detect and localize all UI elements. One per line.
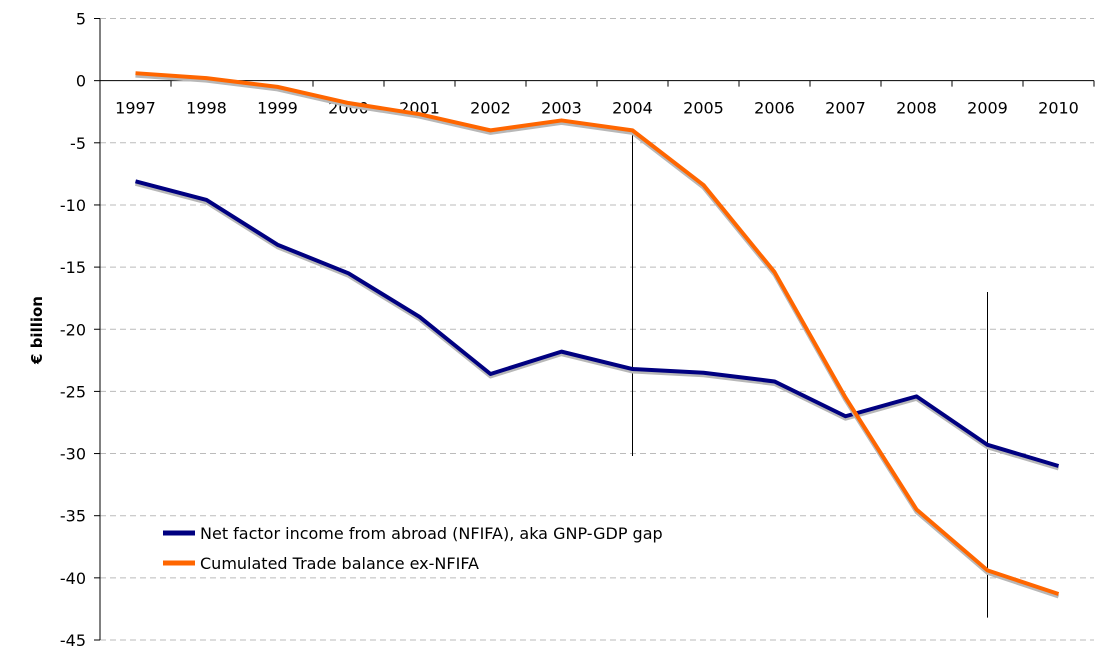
y-tick-label: -30 <box>60 445 86 464</box>
y-axis-label: € billion <box>28 296 46 365</box>
y-tick-label: 5 <box>76 10 86 29</box>
legend: Net factor income from abroad (NFIFA), a… <box>163 524 663 573</box>
x-tick-label: 2010 <box>1038 99 1079 118</box>
x-tick-label: 2007 <box>825 99 866 118</box>
series-lines <box>135 73 1058 596</box>
x-tick-label: 2008 <box>896 99 937 118</box>
x-tick-label: 2009 <box>967 99 1008 118</box>
y-tick-label: -25 <box>60 382 86 401</box>
legend-label: Cumulated Trade balance ex-NFIFA <box>200 554 479 573</box>
series-shadow <box>136 184 1059 469</box>
x-tick-label: 2006 <box>754 99 795 118</box>
gridlines <box>100 19 1094 641</box>
series-line-1 <box>136 181 1059 466</box>
x-tick-label: 2004 <box>612 99 653 118</box>
y-tick-label: 0 <box>76 72 86 91</box>
y-tick-label: -5 <box>70 134 86 153</box>
y-tick-label: -10 <box>60 196 86 215</box>
x-tick-label: 1997 <box>115 99 156 118</box>
y-tick-label: -35 <box>60 507 86 526</box>
y-tick-label: -45 <box>60 631 86 650</box>
series-shadow <box>136 76 1059 597</box>
y-tick-label: -40 <box>60 569 86 588</box>
x-tick-label: 2002 <box>470 99 511 118</box>
x-tick-label: 2003 <box>541 99 582 118</box>
y-axis: 5 0 -5 -10 -15 -20 -25 -30 -35 -40 -45 <box>60 10 100 651</box>
y-tick-label: -15 <box>60 258 86 277</box>
x-tick-label: 2005 <box>683 99 724 118</box>
x-tick-label: 1999 <box>257 99 298 118</box>
legend-label: Net factor income from abroad (NFIFA), a… <box>200 524 663 543</box>
y-tick-label: -20 <box>60 320 86 339</box>
x-tick-label: 1998 <box>186 99 227 118</box>
